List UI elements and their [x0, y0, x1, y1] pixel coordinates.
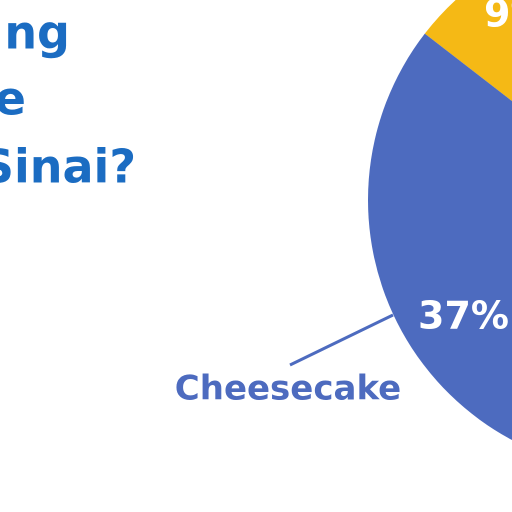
category-label: Cheesecake	[175, 369, 401, 409]
value-label: 37%	[418, 294, 509, 338]
pie-slice	[424, 0, 512, 102]
chart-title: e	[0, 72, 26, 126]
value-label: 9%	[484, 0, 512, 36]
pie-slice	[368, 33, 512, 440]
leader-line	[289, 313, 394, 367]
chart-title: Sinai?	[0, 140, 136, 194]
chart-title: ng	[4, 6, 70, 60]
